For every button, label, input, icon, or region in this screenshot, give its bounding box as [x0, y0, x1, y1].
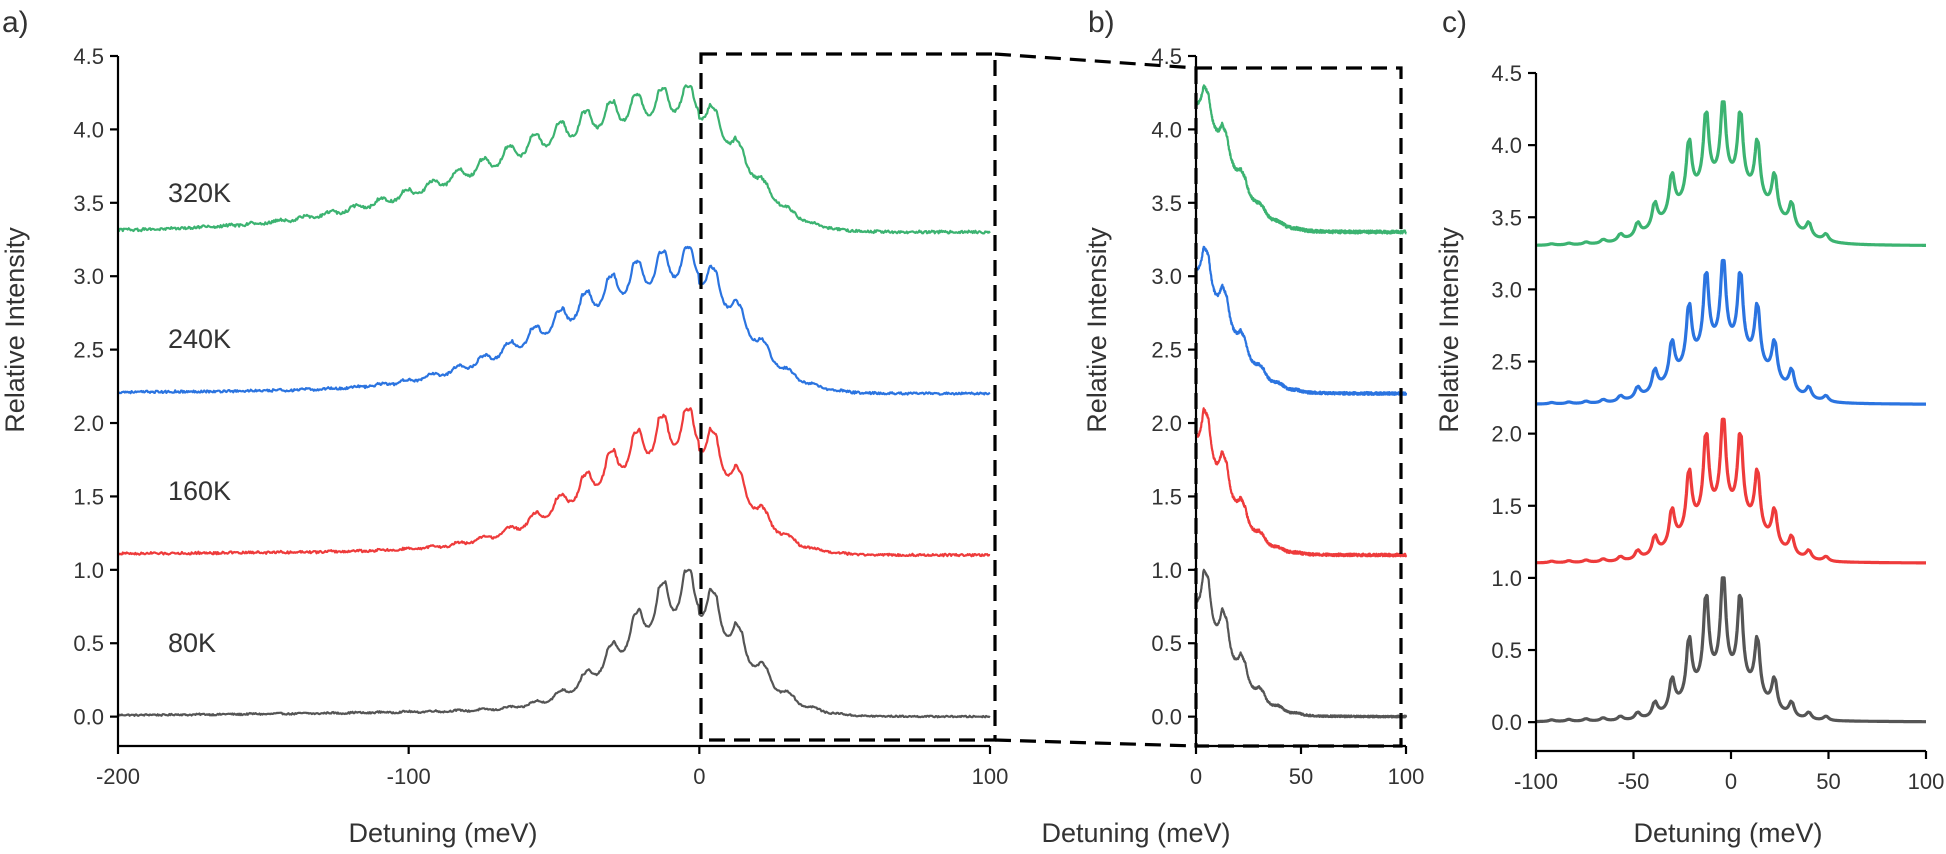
x-tick-label: 0 — [693, 764, 705, 789]
panel-b-ylabel: Relative Intensity — [1082, 227, 1112, 433]
series-line-80k — [1534, 576, 1928, 724]
y-tick-label: 4.0 — [1151, 117, 1182, 142]
panel-a-ylabel: Relative Intensity — [0, 227, 30, 433]
y-tick-label: 2.5 — [1151, 338, 1182, 363]
series-line-240k — [117, 245, 991, 396]
y-tick-label: 4.0 — [1491, 133, 1522, 158]
y-tick-label: 1.0 — [1491, 566, 1522, 591]
x-tick-label: 0 — [1190, 764, 1202, 789]
y-tick-label: 1.5 — [73, 484, 104, 509]
y-tick-label: 2.0 — [1491, 422, 1522, 447]
panel-a: a) 0.0 0.5 1.0 1.5 2.0 2.5 3.0 3.5 4.0 4.5 -200 -10… — [0, 6, 1008, 848]
y-tick-label: 0.5 — [73, 631, 104, 656]
x-tick-label: 0 — [1725, 769, 1737, 794]
y-tick-label: 1.5 — [1151, 484, 1182, 509]
x-tick-label: -200 — [96, 764, 140, 789]
x-tick-label: 100 — [1908, 769, 1945, 794]
panel-b-letter: b) — [1088, 6, 1115, 39]
y-tick-label: 1.0 — [1151, 558, 1182, 583]
y-tick-label: 2.0 — [1151, 411, 1182, 436]
y-tick-label: 0.5 — [1491, 638, 1522, 663]
zoom-region-box-b — [1194, 66, 1403, 748]
series-label-240k: 240K — [168, 324, 231, 354]
panel-c-letter: c) — [1442, 6, 1467, 39]
panel-c-ylabel: Relative Intensity — [1434, 227, 1464, 433]
series-line-320k — [1195, 84, 1407, 235]
x-tick-label: 100 — [1388, 764, 1425, 789]
panel-a-letter: a) — [2, 6, 29, 39]
panel-b-plot: 0.00.51.01.52.02.53.03.54.04.50 50 100 — [1151, 44, 1424, 789]
y-tick-label: 2.5 — [73, 338, 104, 363]
y-tick-label: 2.5 — [1491, 350, 1522, 375]
y-tick-label: 3.0 — [73, 264, 104, 289]
y-tick-label: 4.0 — [73, 117, 104, 142]
series-line-80k — [117, 568, 991, 719]
series-line-320k — [117, 84, 991, 235]
series-label-160k: 160K — [168, 476, 231, 506]
zoom-region-box-a — [699, 52, 997, 742]
x-tick-label: -100 — [387, 764, 431, 789]
series-label-80k: 80K — [168, 628, 216, 658]
series-line-320k — [1534, 100, 1928, 247]
x-tick-label: 50 — [1816, 769, 1840, 794]
x-tick-label: -100 — [1514, 769, 1558, 794]
series-line-160k — [1194, 407, 1408, 558]
y-tick-label: 3.5 — [1491, 205, 1522, 230]
y-tick-label: 0.0 — [1151, 705, 1182, 730]
y-tick-label: 4.5 — [73, 44, 104, 69]
x-tick-label: 50 — [1289, 764, 1313, 789]
zoom-connector-bottom — [994, 738, 1197, 748]
series-label-320k: 320K — [168, 178, 231, 208]
series-line-160k — [1534, 417, 1928, 565]
zoom-highlight — [699, 52, 1403, 748]
series-line-240k — [1534, 258, 1928, 406]
x-tick-label: -50 — [1618, 769, 1650, 794]
y-tick-label: 3.5 — [1151, 191, 1182, 216]
y-tick-label: 1.5 — [1491, 494, 1522, 519]
x-tick-label: 100 — [972, 764, 1009, 789]
y-tick-label: 2.0 — [73, 411, 104, 436]
panel-a-plot: 0.0 0.5 1.0 1.5 2.0 2.5 3.0 3.5 4.0 4.5 -200 -100 0 1… — [73, 44, 1008, 789]
y-tick-label: 3.0 — [1151, 264, 1182, 289]
panel-c-xlabel: Detuning (meV) — [1633, 818, 1822, 848]
zoom-connector-top — [994, 52, 1197, 70]
y-tick-label: 3.5 — [73, 191, 104, 216]
y-tick-label: 0.5 — [1151, 631, 1182, 656]
y-tick-label: 4.5 — [1491, 61, 1522, 86]
series-line-240k — [1195, 245, 1408, 396]
panel-c-plot: 0.0 0.5 1.0 1.5 2.0 2.5 3.0 3.5 4.0 4.5 -100 -50 0 50… — [1491, 61, 1944, 794]
y-tick-label: 1.0 — [73, 558, 104, 583]
panel-b-xlabel: Detuning (meV) — [1041, 818, 1230, 848]
y-tick-label: 3.0 — [1491, 277, 1522, 302]
series-line-80k — [1194, 568, 1408, 719]
panel-b: b) 0.00.51.01.52.02.53.03.54.04.50 50 100 … — [1041, 6, 1424, 848]
panel-c: c) 0.0 0.5 1.0 1.5 2.0 2.5 3.0 3.5 4.0 4.5 -100 -50… — [1434, 6, 1944, 848]
panel-a-xlabel: Detuning (meV) — [348, 818, 537, 848]
y-tick-label: 0.0 — [73, 705, 104, 730]
series-line-160k — [117, 407, 991, 558]
y-tick-label: 0.0 — [1491, 710, 1522, 735]
